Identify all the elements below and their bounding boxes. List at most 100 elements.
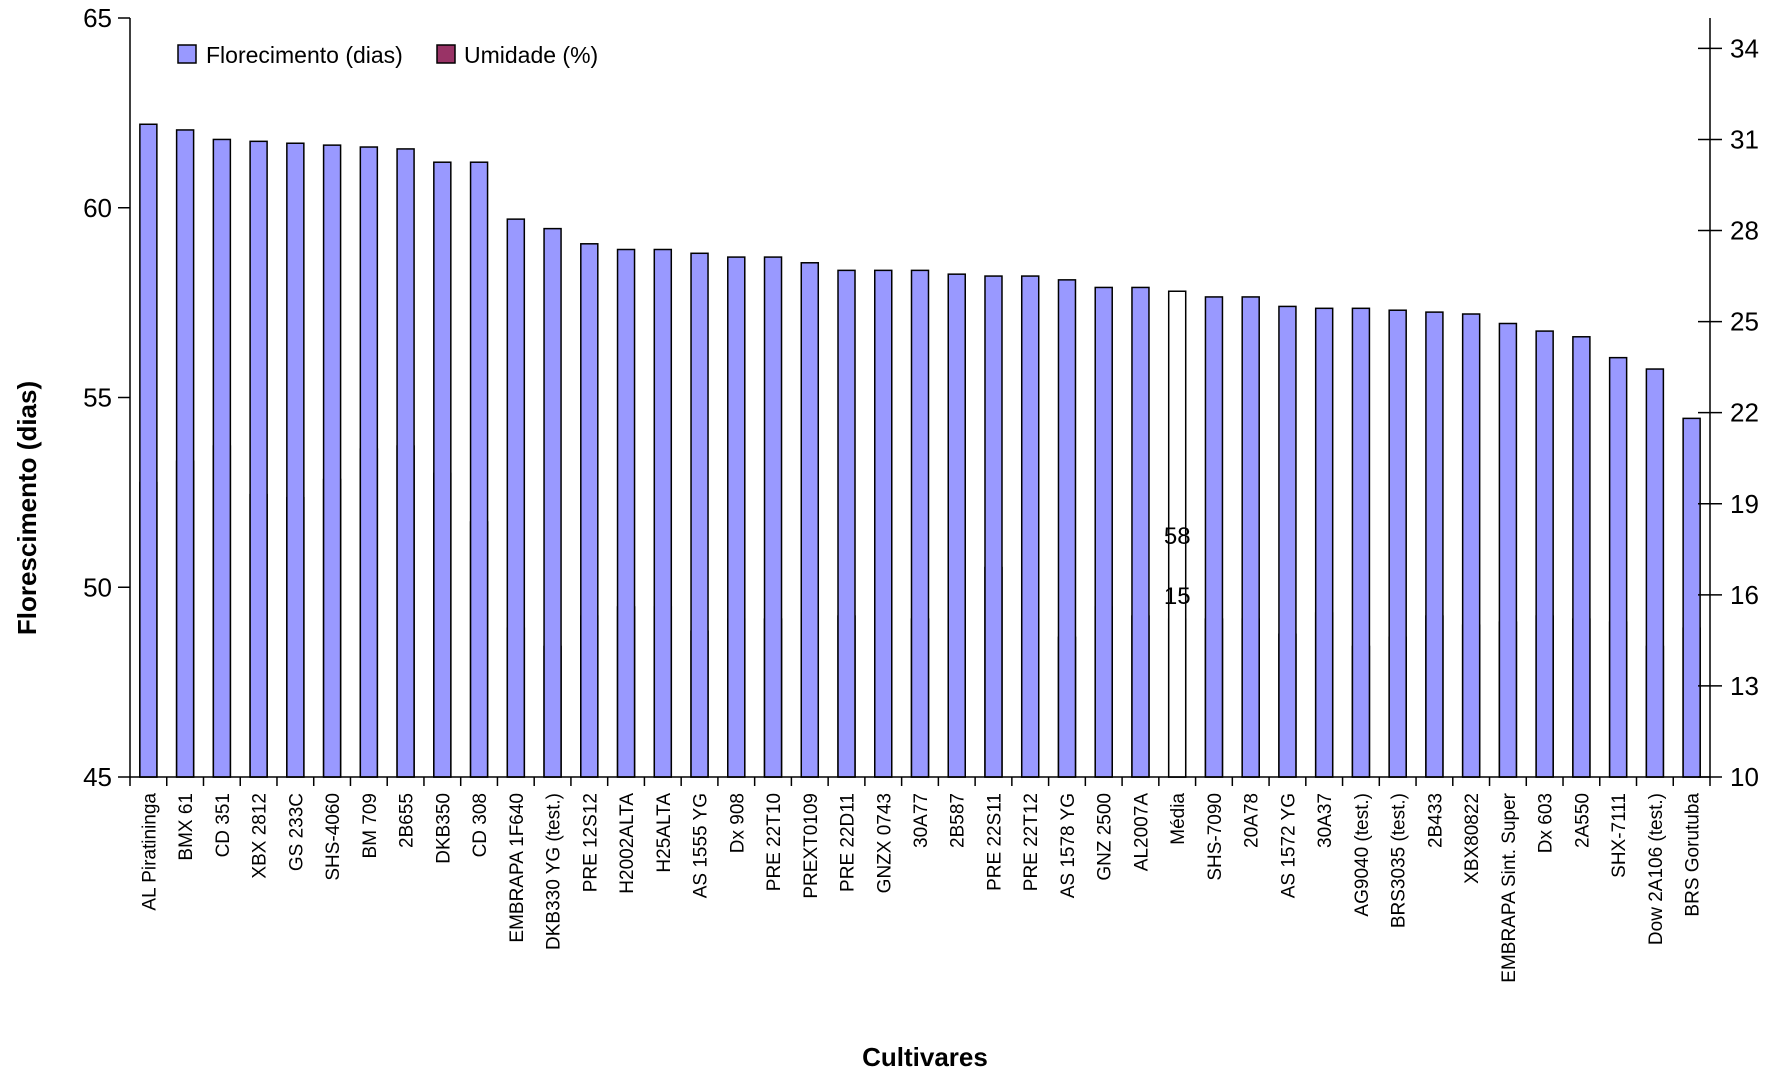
category-label: PRE 22T10 — [764, 793, 785, 891]
y2-tick-label: 10 — [1730, 762, 1759, 792]
y2-tick-label: 28 — [1730, 216, 1759, 246]
legend-label-umidade: Umidade (%) — [464, 42, 598, 68]
flowering-bar — [580, 243, 599, 778]
category-label: AS 1555 YG — [691, 793, 712, 898]
category-labels: AL Piratininga BMX 61 CD 351 XBX 2812 GS 233… — [139, 792, 1703, 982]
category-label: 30A37 — [1315, 793, 1336, 848]
legend-swatch-umidade — [436, 44, 456, 64]
legend-swatch-florecimento — [177, 44, 197, 64]
category-label: BM 709 — [360, 793, 381, 858]
y-tick-label: 60 — [83, 193, 112, 223]
flowering-bar — [506, 218, 526, 778]
category-label: PREXT0109 — [801, 793, 822, 899]
category-label: 30A77 — [911, 793, 932, 848]
flowering-bar — [1204, 296, 1224, 778]
flowering-bars — [139, 123, 1701, 778]
category-label: Média — [1168, 793, 1189, 845]
flowering-bar — [543, 227, 562, 778]
legend: Florecimento (dias) Umidade (%) — [177, 42, 598, 68]
category-label: GS 233C — [286, 793, 307, 871]
flowering-bar — [1425, 311, 1444, 778]
category-label: AS 1578 YG — [1058, 793, 1079, 898]
flowering-bar — [1278, 305, 1297, 778]
category-label: 20A78 — [1242, 793, 1263, 848]
category-label: Dx 603 — [1536, 793, 1557, 853]
flowering-bar — [837, 269, 856, 778]
flowering-bar — [433, 161, 452, 778]
category-label: AL2007A — [1131, 793, 1152, 872]
flowering-bar — [910, 269, 930, 778]
flowering-bar — [249, 140, 268, 778]
flowering-bar — [1094, 286, 1113, 778]
flowering-bar — [1461, 313, 1481, 778]
flowering-bar — [1020, 275, 1040, 778]
category-label: SHS-4060 — [323, 793, 344, 881]
flowering-bar — [727, 256, 746, 778]
y2-tick-label: 13 — [1730, 671, 1759, 701]
category-label: PRE 22D11 — [838, 793, 859, 892]
category-label: AG9040 (test.) — [1352, 793, 1373, 917]
flowering-bar — [1388, 309, 1407, 778]
flowering-bar — [1351, 307, 1371, 778]
category-label: DKB330 YG (test.) — [544, 793, 565, 950]
x-axis-title: Cultivares — [862, 1042, 988, 1072]
y2-tick-label: 19 — [1730, 489, 1759, 519]
category-label: BRS3035 (test.) — [1389, 793, 1410, 928]
flowering-bar — [1535, 330, 1554, 778]
flowering-bar — [1608, 356, 1628, 778]
flowering-bar — [1498, 322, 1518, 778]
y-tick-label: 50 — [83, 572, 112, 602]
y2-tick-label: 22 — [1730, 398, 1759, 428]
category-label: DKB350 — [433, 793, 454, 864]
axes: 45 50 55 60 65 10 13 16 19 22 25 28 31 34 — [83, 3, 1759, 792]
flowering-bar — [616, 248, 636, 778]
flowering-bar — [1645, 368, 1665, 778]
category-label: XBX 2812 — [250, 793, 271, 879]
flowering-bar — [653, 248, 673, 778]
category-label: 2B433 — [1425, 793, 1446, 848]
y-tick-label: 45 — [83, 762, 112, 792]
flowering-bar — [212, 138, 232, 778]
category-label: EMBRAPA Sint. Super — [1499, 792, 1520, 982]
category-label: EMBRAPA 1F640 — [507, 793, 528, 943]
y-tick-label: 55 — [83, 383, 112, 413]
category-label: PRE 12S12 — [580, 793, 601, 892]
category-label: PRE 22T12 — [1021, 793, 1042, 891]
flowering-bar — [1131, 286, 1150, 778]
category-label: AL Piratininga — [139, 793, 160, 911]
y2-tick-label: 31 — [1730, 124, 1759, 154]
flowering-bar — [984, 275, 1003, 778]
flowering-bar — [469, 161, 489, 778]
category-label: BRS Gorutuba — [1683, 793, 1704, 917]
category-label: AS 1572 YG — [1278, 793, 1299, 898]
category-label: GNZX 0743 — [874, 793, 895, 893]
y2-tick-label: 16 — [1730, 580, 1759, 610]
category-label: 2B655 — [397, 793, 418, 848]
y2-tick-label: 25 — [1730, 307, 1759, 337]
flowering-bar — [175, 129, 195, 778]
category-label: SHX-7111 — [1609, 793, 1630, 878]
flowering-bar — [800, 262, 820, 778]
category-label: H25ALTA — [654, 793, 675, 873]
y-tick-label: 65 — [83, 3, 112, 33]
flowering-bar — [286, 142, 305, 778]
flowering-bar — [359, 146, 379, 778]
legend-label-florecimento: Florecimento (dias) — [206, 42, 403, 68]
flowering-bar — [874, 269, 893, 778]
category-label: BMX 61 — [176, 793, 197, 861]
flowering-bar — [1572, 336, 1591, 778]
media-moisture-label: 15 — [1164, 583, 1191, 610]
flowering-bar — [1682, 417, 1701, 778]
media-flowering-label: 58 — [1164, 523, 1191, 550]
flowering-bar — [947, 273, 966, 778]
category-label: XBX80822 — [1462, 793, 1483, 884]
category-label: Dx 908 — [727, 793, 748, 853]
category-label: Dow 2A106 (test.) — [1646, 793, 1667, 945]
flowering-bar — [396, 148, 415, 778]
category-label: 2A550 — [1572, 793, 1593, 848]
category-label: CD 308 — [470, 793, 491, 857]
category-label: GNZ 2500 — [1095, 793, 1116, 881]
category-label: H2002ALTA — [617, 793, 638, 894]
category-label: CD 351 — [213, 793, 234, 857]
